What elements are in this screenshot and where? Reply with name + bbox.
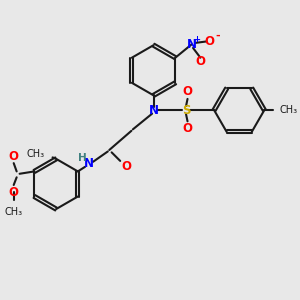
Text: O: O [204, 35, 214, 48]
Text: O: O [121, 160, 131, 173]
Text: CH₃: CH₃ [26, 148, 44, 158]
Text: O: O [9, 150, 19, 163]
Text: N: N [148, 103, 159, 117]
Text: N: N [187, 38, 196, 51]
Text: S: S [182, 103, 190, 117]
Text: +: + [194, 34, 200, 43]
Text: CH₃: CH₃ [279, 105, 297, 115]
Text: O: O [182, 122, 193, 135]
Text: O: O [9, 186, 19, 199]
Text: -: - [216, 31, 220, 41]
Text: H: H [78, 153, 87, 163]
Text: CH₃: CH₃ [4, 207, 23, 217]
Text: O: O [182, 85, 193, 98]
Text: N: N [84, 157, 94, 170]
Text: O: O [195, 55, 206, 68]
